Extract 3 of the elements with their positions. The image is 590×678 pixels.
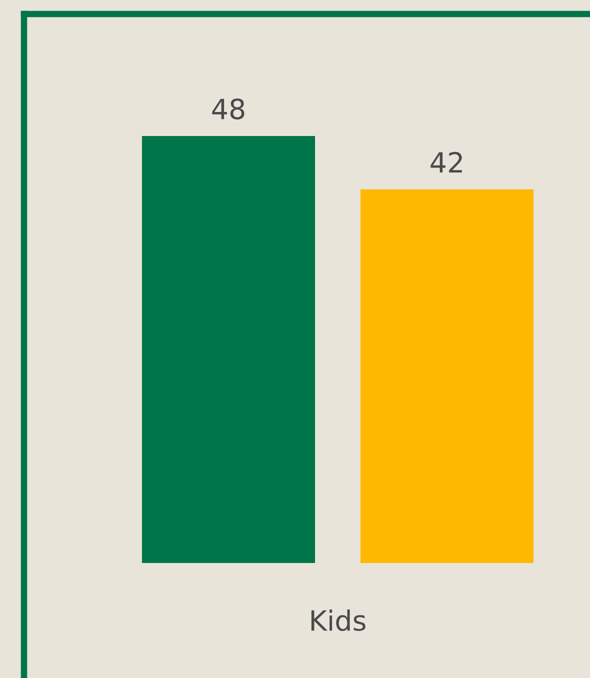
- data-label: 48: [212, 98, 244, 120]
- data-label: 42: [430, 152, 462, 172]
- x-axis-title: Kids: [311, 610, 366, 632]
